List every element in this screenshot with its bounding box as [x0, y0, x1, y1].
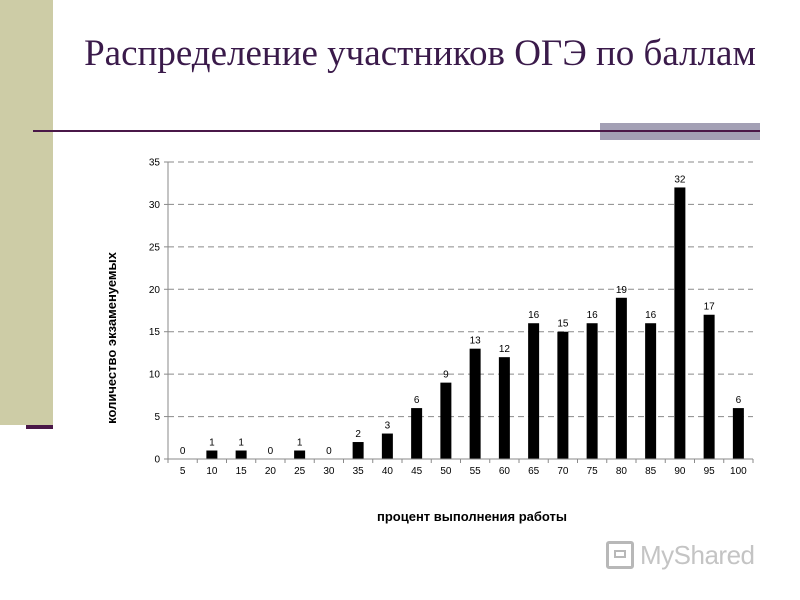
left-band-accent-line	[26, 425, 53, 429]
x-tick-label-40: 40	[382, 466, 394, 477]
bar-25	[294, 450, 306, 459]
data-label-20: 0	[268, 446, 274, 457]
y-tick-label: 0	[154, 455, 160, 466]
bar-10	[206, 450, 218, 459]
x-tick-label-85: 85	[645, 466, 657, 477]
x-tick-label-75: 75	[587, 466, 599, 477]
x-tick-label-80: 80	[616, 466, 628, 477]
bar-45	[411, 408, 423, 459]
y-tick-label: 15	[149, 327, 161, 338]
x-tick-label-50: 50	[440, 466, 452, 477]
data-label-95: 17	[704, 302, 716, 313]
bar-70	[557, 331, 569, 459]
x-tick-labels: 5 10 15 20 25 30 35 40 45 50 55 60 65 70 75 80 85 90 95 100	[167, 459, 754, 477]
x-tick-label-20: 20	[265, 466, 277, 477]
data-label-80: 19	[616, 285, 628, 296]
bar-35	[352, 442, 364, 459]
x-tick-label-35: 35	[353, 466, 365, 477]
data-label-40: 3	[385, 421, 391, 432]
data-label-60: 12	[499, 344, 511, 355]
y-tick-label: 20	[149, 285, 161, 296]
bar-50	[440, 382, 452, 459]
data-label-25: 1	[297, 438, 303, 449]
data-label-100: 6	[736, 395, 742, 406]
bar-100	[732, 408, 744, 459]
bar-65	[528, 323, 540, 459]
data-label-85: 16	[645, 310, 657, 321]
watermark: MyShared	[606, 535, 766, 575]
x-tick-label-25: 25	[294, 466, 306, 477]
bar-60	[498, 357, 510, 459]
x-tick-label-90: 90	[674, 466, 686, 477]
y-tick-label: 30	[149, 200, 161, 211]
data-label-5: 0	[180, 446, 186, 457]
x-tick-label-55: 55	[470, 466, 482, 477]
x-tick-label-30: 30	[323, 466, 335, 477]
watermark-text: MyShared	[640, 539, 755, 570]
bar-95	[703, 314, 715, 459]
data-label-15: 1	[238, 438, 244, 449]
y-tick-label: 35	[149, 158, 161, 169]
left-decorative-band	[0, 0, 53, 425]
y-axis-title: количество экзаменуемых	[104, 251, 119, 424]
data-label-45: 6	[414, 395, 420, 406]
title-accent-underline	[600, 130, 760, 132]
data-label-65: 16	[528, 310, 540, 321]
slide-title: Распределение участников ОГЭ по баллам	[84, 33, 756, 74]
bar-90	[674, 187, 686, 459]
monitor-icon	[606, 541, 634, 569]
x-tick-label-70: 70	[557, 466, 569, 477]
x-axis-title: процент выполнения работы	[377, 509, 567, 524]
bar-15	[235, 450, 247, 459]
x-tick-label-15: 15	[236, 466, 248, 477]
gridlines	[168, 161, 753, 418]
data-label-30: 0	[326, 446, 332, 457]
y-tick-labels: 0 5 10 15 20 25 30 35	[149, 158, 168, 466]
x-tick-label-10: 10	[206, 466, 218, 477]
x-tick-label-95: 95	[704, 466, 716, 477]
bar-80	[615, 297, 627, 459]
bar-85	[645, 323, 657, 459]
bar-55	[469, 348, 481, 459]
x-tick-label-65: 65	[528, 466, 540, 477]
bar-75	[586, 323, 598, 459]
data-label-10: 1	[209, 438, 215, 449]
data-label-75: 16	[587, 310, 599, 321]
data-label-35: 2	[355, 429, 361, 440]
x-tick-label-60: 60	[499, 466, 511, 477]
title-underline	[33, 130, 760, 132]
data-label-55: 13	[470, 336, 482, 347]
x-tick-label-5: 5	[180, 466, 186, 477]
y-tick-label: 10	[149, 370, 161, 381]
y-tick-label: 25	[149, 242, 161, 253]
x-tick-label-100: 100	[730, 466, 747, 477]
x-tick-label-45: 45	[411, 466, 423, 477]
data-label-50: 9	[443, 370, 449, 381]
bar-40	[381, 433, 393, 459]
data-labels: 0 1 1 0 1 0 2 3 6 9 13 12 16 15 16 19 16 32 17 6	[180, 174, 742, 457]
data-label-90: 32	[674, 174, 686, 185]
bars	[206, 187, 744, 459]
data-label-70: 15	[557, 319, 569, 330]
y-tick-label: 5	[154, 412, 160, 423]
